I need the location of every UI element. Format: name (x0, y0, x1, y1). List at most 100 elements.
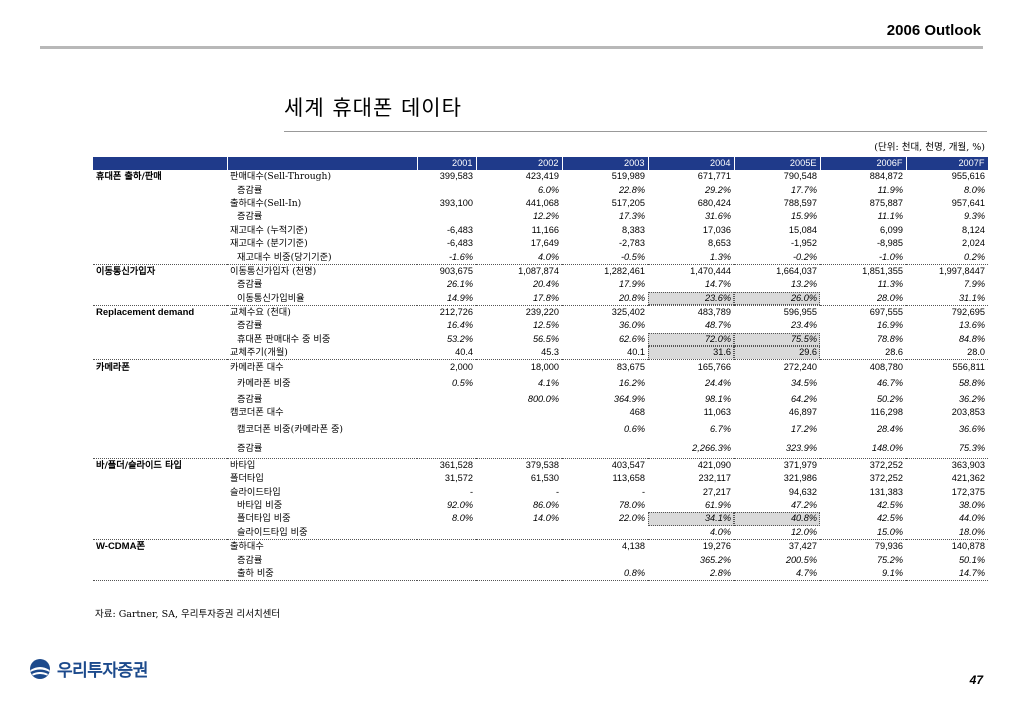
table-cell: 232,117 (698, 473, 731, 484)
table-cell (476, 566, 562, 582)
row-label: 출하 비중 (227, 566, 417, 582)
table-cell: 78.8% (876, 333, 903, 344)
row-category (93, 512, 227, 525)
row-label: 재고대수 (누적기준) (230, 224, 308, 236)
table-cell: 113,658 (612, 473, 645, 484)
row-category (93, 210, 227, 223)
table-cell: 20.4% (532, 279, 559, 290)
table-cell: 44.0% (958, 513, 985, 524)
table-cell: 14.0% (532, 513, 559, 524)
table-cell (476, 420, 562, 439)
table-cell: 957,641 (951, 197, 985, 208)
table-cell: 11,063 (703, 407, 731, 418)
table-cell: 4.1% (538, 377, 559, 388)
table-row: 증감률 26.1% 20.4% 17.9% 14.7% 13.2% 11.3% 7.9% (93, 278, 988, 291)
table-cell: 53.2% (446, 333, 473, 344)
table-cell: 421,090 (697, 459, 731, 470)
row-label: 판매대수(Sell-Through) (230, 171, 332, 183)
row-category (93, 420, 227, 439)
table-cell: 40.1 (562, 346, 648, 361)
table-cell: 45.3 (476, 346, 562, 361)
table-cell: 18.0% (906, 525, 988, 540)
row-category (93, 333, 227, 346)
table-cell: 14.9% (417, 291, 476, 306)
table-cell: - (641, 486, 645, 497)
table-cell: -8,985 (876, 238, 903, 249)
table-row: 교체주기(개월) 40.4 45.3 40.1 31.6 29.6 28.6 28.0 (93, 346, 988, 361)
table-cell: 790,548 (783, 171, 817, 182)
table-cell: 6,099 (880, 224, 903, 235)
table-cell: 596,955 (783, 307, 817, 318)
table-cell (417, 420, 476, 439)
table-cell: 42.5% (876, 500, 903, 510)
table-cell: 24.4% (704, 377, 731, 388)
row-category (93, 553, 227, 566)
table-cell: 23.6% (648, 291, 734, 306)
table-cell (417, 539, 476, 553)
table-row: 캠코더폰 비중(카메라폰 중) 0.6% 6.7% 17.2% 28.4% 36.6% (93, 420, 988, 439)
row-category (93, 566, 227, 582)
row-category: 바/폴더/슬라이드 타입 (96, 459, 182, 471)
source-note: 자료: Gartner, SA, 우리투자증권 리서치센터 (95, 609, 281, 620)
table-cell (417, 566, 476, 582)
row-label: 증감률 (237, 211, 263, 223)
table-cell: -1,952 (790, 238, 817, 249)
table-cell: 11.9% (877, 184, 903, 195)
title-divider (284, 131, 987, 132)
table-cell: 11.3% (877, 279, 903, 290)
row-label: 카메라폰 비중 (237, 377, 291, 389)
table-cell (476, 406, 562, 419)
table-cell: 9.3% (964, 211, 985, 222)
table-cell: 8,383 (622, 224, 645, 235)
table-cell (476, 553, 562, 566)
table-cell: 556,811 (952, 361, 985, 372)
table-row: 증감률 2,266.3% 323.9% 148.0% 75.3% (93, 438, 988, 459)
table-cell: 2,024 (962, 238, 985, 249)
row-label: 교체수요 (천대) (230, 307, 291, 319)
table-cell: 14.7% (704, 279, 731, 290)
table-cell: 17.3% (618, 211, 645, 222)
table-cell: 4.7% (734, 566, 820, 582)
table-cell: 11,166 (531, 224, 559, 235)
table-cell: 1.3% (648, 250, 734, 265)
col-header-2004: 2004 (648, 157, 735, 170)
table-cell: 31.6% (704, 211, 731, 222)
page-title: 세계 휴대폰 데이타 (284, 96, 462, 120)
table-cell: 468 (629, 407, 645, 418)
row-label: 휴대폰 판매대수 중 비중 (237, 333, 331, 345)
table-cell: 680,424 (697, 197, 731, 208)
table-cell: 0.6% (624, 423, 645, 434)
row-label: 슬라이드타입 비중 (227, 525, 417, 540)
table-cell: 78.0% (618, 500, 645, 510)
table-cell: 94,632 (788, 486, 817, 497)
table-row: 카메라폰 비중 0.5% 4.1% 16.2% 24.4% 34.5% 46.7% 58.8% (93, 374, 988, 393)
table-cell (417, 406, 476, 419)
header-divider (40, 46, 983, 49)
row-category: W-CDMA폰 (96, 541, 146, 553)
table-cell: 12.2% (532, 211, 559, 222)
row-category (93, 525, 227, 540)
logo-text: 우리투자증권 (57, 661, 148, 681)
row-label: 바타입 비중 (237, 500, 283, 511)
table-row: 폴더타입 31,572 61,530 113,658 232,117 321,986 372… (93, 472, 988, 485)
table-cell: 8,653 (708, 238, 731, 249)
table-cell: 20.8% (562, 291, 648, 306)
table-cell: 42.5% (876, 513, 903, 524)
table-row: 이동통신가입자 이동통신가입자 (천명) 903,675 1,087,874 1,282… (93, 264, 988, 278)
table-cell: -6,483 (446, 224, 473, 235)
table-row: Replacement demand 교체수요 (천대) 212,726 239,22… (93, 305, 988, 319)
row-label: 바타입 (230, 459, 256, 471)
table-cell: 29.6 (734, 346, 820, 361)
row-category (93, 237, 227, 250)
table-cell (476, 438, 562, 459)
table-cell: 15.0% (820, 525, 906, 540)
table-cell: 26.1% (446, 279, 473, 290)
table-cell: 372,252 (869, 459, 903, 470)
row-label: 증감률 (237, 554, 263, 566)
table-cell: 423,419 (525, 171, 559, 182)
table-cell: 517,205 (611, 197, 645, 208)
table-cell: 788,597 (783, 197, 817, 208)
col-header-2006f: 2006F (820, 157, 907, 170)
table-cell: 1,087,874 (518, 265, 559, 276)
table-cell: 200.5% (785, 554, 817, 565)
